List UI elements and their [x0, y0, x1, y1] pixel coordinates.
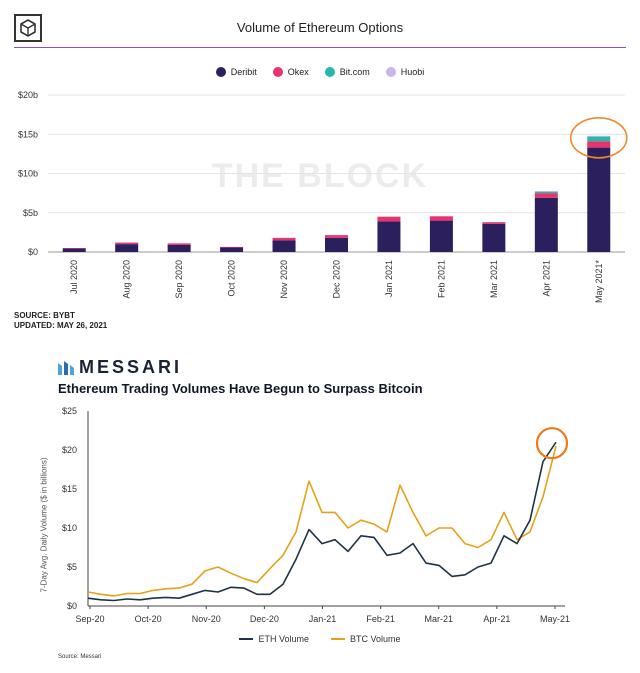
legend-item-btc: BTC Volume — [331, 634, 401, 644]
updated-line: UPDATED: MAY 26, 2021 — [14, 321, 108, 330]
chart1-source: SOURCE: BYBT UPDATED: MAY 26, 2021 — [14, 311, 107, 331]
legend-label: ETH Volume — [258, 634, 309, 644]
highlight-circle — [569, 117, 628, 159]
legend-swatch — [331, 638, 345, 640]
legend-swatch — [385, 67, 396, 77]
legend-swatch — [324, 67, 335, 77]
chart1-title: Volume of Ethereum Options — [236, 20, 404, 35]
x-tick-label: Jan-21 — [309, 614, 337, 624]
chart1-plot: THE BLOCK $0 $5b $10b $15b $20b Jul 2020 Aug 20… — [18, 90, 628, 304]
x-tick-label: May 2021* — [594, 260, 604, 304]
x-tick-label: Sep 2020 — [174, 260, 184, 299]
x-tick-label: Nov-20 — [192, 614, 221, 624]
y-tick-label: $0 — [67, 601, 77, 611]
legend-swatch — [239, 638, 254, 640]
legend-label: Deribit — [230, 67, 257, 77]
bar-segment-okex — [62, 248, 86, 249]
cube-logo-icon — [14, 14, 42, 42]
y-tick-label: $25 — [62, 406, 77, 416]
bar-segment-deribit — [429, 220, 453, 252]
x-tick-label: May-21 — [540, 614, 570, 624]
y-tick-label: $10b — [18, 169, 38, 179]
legend-swatch — [272, 67, 283, 77]
legend-label: BTC Volume — [350, 634, 401, 644]
legend-label: Huobi — [400, 67, 425, 77]
x-tick-label: Jan 2021 — [384, 260, 394, 297]
bar-segment-okex — [115, 242, 139, 245]
x-tick-label: Feb 2021 — [436, 260, 446, 298]
legend-label: Bit.com — [339, 67, 370, 77]
y-tick-label: $0 — [28, 247, 38, 257]
bar-segment-deribit — [272, 240, 296, 252]
legend-item-eth: ETH Volume — [239, 634, 309, 644]
bar-segment-okex — [482, 222, 506, 224]
bar-segment-deribit — [377, 221, 401, 252]
legend-swatch — [215, 67, 226, 77]
x-tick-label: Dec 2020 — [332, 260, 342, 299]
source-line: SOURCE: BYBT — [14, 311, 75, 320]
messari-brand: MESSARI — [79, 357, 183, 377]
bar-segment-deribit — [167, 244, 191, 252]
legend-item-huobi: Huobi — [385, 67, 425, 77]
legend-label: Okex — [287, 67, 309, 77]
legend-item-bitcom: Bit.com — [324, 67, 370, 77]
chart2-legend: ETH Volume BTC Volume — [0, 634, 640, 644]
bar-segment-deribit — [534, 197, 558, 252]
chart2-source: Source: Messari — [58, 654, 102, 660]
bar-segment-huobi — [534, 191, 558, 192]
x-tick-label: Oct 2020 — [227, 260, 237, 297]
x-tick-label: Jul 2020 — [69, 260, 79, 294]
chart2-plot: $0 $5 $10 $15 $20 $25 Sep-20 Oct-20 Nov-20 Dec-20… — [62, 406, 570, 624]
title-divider — [14, 47, 626, 48]
chart2-title: Ethereum Trading Volumes Have Begun to S… — [58, 381, 423, 396]
bar-segment-deribit — [587, 147, 611, 252]
bar-segment-okex — [377, 216, 401, 222]
highlight-circle — [535, 427, 569, 460]
x-tick-label: Feb-21 — [366, 614, 395, 624]
bar-segment-deribit — [325, 237, 348, 252]
bar-segment-okex — [325, 235, 348, 238]
bar-segment-okex — [272, 237, 296, 241]
bar-segment-okex — [429, 216, 453, 221]
watermark-text: THE BLOCK — [212, 157, 428, 195]
bar-segment-deribit — [220, 247, 244, 252]
bar-segment-bitcom — [534, 191, 558, 194]
bar-segment-deribit — [115, 244, 139, 252]
y-tick-label: $15 — [62, 484, 77, 494]
bar-segment-deribit — [482, 223, 506, 252]
x-tick-label: Mar-21 — [424, 614, 453, 624]
messari-logo: MESSARI — [58, 357, 182, 378]
y-tick-label: $15b — [18, 129, 38, 139]
y-tick-label: $5 — [67, 562, 77, 572]
bar-segment-okex — [220, 246, 244, 248]
y-tick-label: $20b — [18, 90, 38, 100]
series-line-btc-volume — [87, 445, 557, 597]
x-tick-label: Aug 2020 — [122, 260, 132, 299]
x-tick-label: Nov 2020 — [279, 260, 289, 299]
bar-segment-okex — [167, 243, 191, 245]
x-tick-label: Apr 2021 — [541, 260, 551, 297]
x-tick-label: Mar 2021 — [489, 260, 499, 298]
bar-segment-deribit — [62, 248, 86, 252]
legend-item-okex: Okex — [272, 67, 309, 77]
x-tick-label: Apr-21 — [483, 614, 510, 624]
x-tick-label: Oct-20 — [135, 614, 162, 624]
bar-segment-huobi — [587, 135, 611, 137]
bar-segment-okex — [587, 141, 611, 148]
messari-m-icon — [58, 360, 74, 375]
x-tick-label: Dec-20 — [250, 614, 279, 624]
x-tick-label: Sep-20 — [75, 614, 104, 624]
y-tick-label: $5b — [23, 208, 38, 218]
y-tick-label: $10 — [62, 523, 77, 533]
y-tick-label: $20 — [62, 445, 77, 455]
legend-item-deribit: Deribit — [215, 67, 257, 77]
bar-segment-bitcom — [587, 136, 611, 142]
the-block-logo — [14, 14, 42, 42]
bar-segment-okex — [534, 193, 558, 198]
chart1-legend: Deribit Okex Bit.com Huobi — [0, 67, 640, 77]
series-line-eth-volume — [87, 441, 557, 602]
